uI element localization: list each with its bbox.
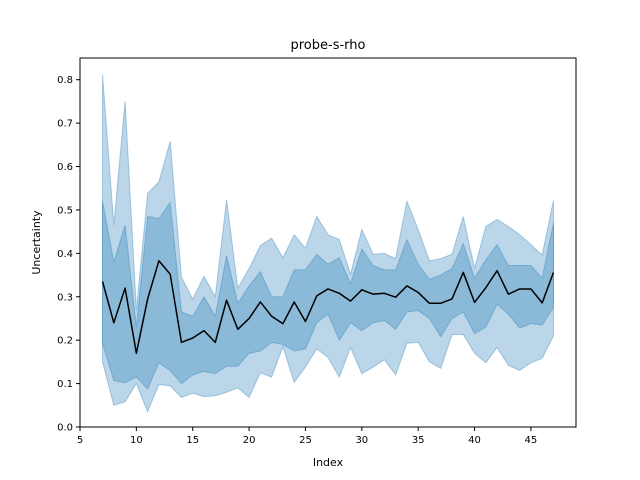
y-tick-label: 0.6 (57, 162, 73, 173)
x-axis-label: Index (313, 456, 344, 469)
x-tick-label: 35 (412, 435, 425, 446)
y-axis-label: Uncertainty (30, 210, 43, 275)
x-axis: 5 10 15 20 25 30 35 40 45 (77, 427, 537, 446)
x-tick-label: 40 (468, 435, 481, 446)
plot-area (101, 74, 555, 414)
y-tick-label: 0.1 (57, 379, 73, 390)
y-tick-label: 0.5 (57, 205, 73, 216)
x-tick-label: 30 (355, 435, 368, 446)
chart-title: probe-s-rho (291, 38, 366, 53)
x-tick-label: 5 (77, 435, 83, 446)
y-tick-label: 0.2 (57, 336, 73, 347)
y-axis: 0.0 0.1 0.2 0.3 0.4 0.5 0.6 0.7 0.8 (57, 75, 80, 434)
y-tick-label: 0.0 (57, 423, 73, 434)
mean-line (101, 259, 555, 354)
y-tick-label: 0.8 (57, 75, 73, 86)
x-tick-label: 10 (130, 435, 143, 446)
x-tick-label: 45 (525, 435, 538, 446)
y-tick-label: 0.4 (57, 249, 73, 260)
x-tick-label: 15 (186, 435, 199, 446)
y-tick-label: 0.3 (57, 292, 73, 303)
uncertainty-band-outer (102, 74, 554, 414)
x-tick-label: 20 (243, 435, 256, 446)
plot-frame (79, 57, 577, 428)
y-tick-label: 0.7 (57, 119, 73, 130)
x-tick-label: 25 (299, 435, 312, 446)
